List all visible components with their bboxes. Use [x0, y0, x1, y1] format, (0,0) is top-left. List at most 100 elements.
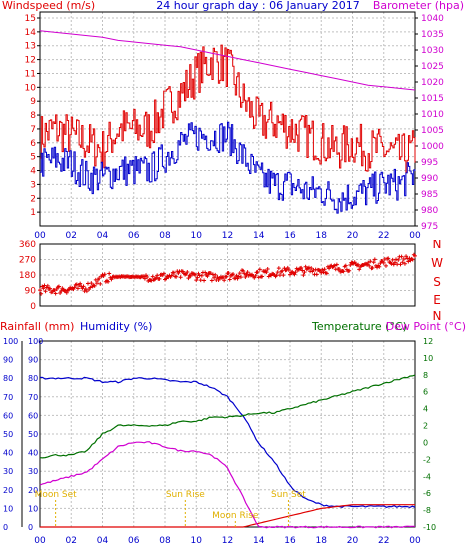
direction-point [256, 275, 261, 280]
left-tick-label: 4 [30, 167, 36, 177]
direction-point [320, 267, 325, 272]
direction-point [242, 271, 247, 276]
hour-tick-label: 04 [97, 231, 109, 240]
series-line-rainfall [40, 504, 415, 528]
rainfall-tick-label: 90 [3, 356, 13, 365]
direction-point [343, 263, 348, 268]
temp-humidity-chart: Rainfall (mm) Humidity (%) Temperature (°C… [0, 320, 466, 546]
compass-label: N [433, 309, 442, 320]
right-tick-label: 1005 [421, 126, 444, 136]
direction-points [38, 252, 417, 296]
direction-point [332, 263, 337, 268]
direction-point [394, 257, 399, 262]
event-label: Moon Rise [212, 511, 259, 521]
direction-point [303, 264, 308, 269]
humidity-tick-label: 40 [28, 449, 38, 458]
direction-point [59, 289, 64, 294]
left-tick-label: 15 [25, 14, 36, 24]
direction-point [45, 283, 50, 288]
left-tick-label: 12 [25, 56, 36, 66]
direction-point [341, 269, 346, 274]
wind-barometer-chart: Windspeed (m/s) 24 hour graph day : 06 Ja… [2, 0, 464, 240]
direction-point [142, 276, 147, 281]
direction-point [89, 281, 94, 286]
hour-tick-label: 06 [128, 231, 140, 240]
direction-point [402, 261, 407, 266]
temperature-tick-label: -8 [423, 506, 431, 515]
direction-tick-label: 180 [19, 271, 36, 281]
direction-point [381, 260, 386, 265]
left-axis-title: Windspeed (m/s) [2, 0, 95, 12]
direction-point [389, 261, 394, 266]
series-line-average [40, 121, 416, 214]
direction-point [109, 277, 114, 282]
temperature-tick-label: 4 [423, 405, 428, 414]
direction-point [322, 267, 327, 272]
direction-point [199, 273, 204, 278]
right-tick-label: 1040 [421, 14, 444, 24]
direction-point [222, 278, 227, 283]
humidity-tick-label: 20 [28, 486, 38, 495]
direction-point [88, 285, 93, 290]
direction-point [43, 289, 48, 294]
hour-tick-label: 12 [222, 231, 233, 240]
direction-point [400, 260, 405, 265]
temperature-tick-label: -4 [423, 472, 431, 481]
left-tick-label: 1 [30, 208, 36, 218]
direction-point [255, 270, 260, 275]
direction-point [226, 270, 231, 275]
direction-point [299, 265, 304, 270]
hour-tick-label: 20 [347, 536, 359, 546]
direction-point [404, 254, 409, 259]
direction-point [48, 286, 53, 291]
right-tick-label: 1000 [421, 142, 444, 152]
humidity-tick-label: 90 [28, 356, 38, 365]
right-tick-label: 995 [421, 158, 438, 168]
temperature-tick-label: 2 [423, 422, 428, 431]
direction-point [234, 273, 239, 278]
direction-point [203, 270, 208, 275]
left-tick-label: 9 [30, 97, 36, 107]
event-label: Sun Rise [166, 490, 205, 500]
hour-tick-label: 16 [284, 231, 296, 240]
direction-point [72, 285, 77, 290]
direction-point [314, 272, 319, 277]
direction-point [396, 257, 401, 262]
left-tick-label: 13 [25, 42, 36, 52]
left-tick-label: 3 [30, 180, 36, 190]
left-tick-label: 11 [25, 69, 36, 79]
hour-tick-label: 04 [97, 536, 109, 546]
right-axis-title: Barometer (hpa) [373, 0, 464, 12]
direction-tick-label: 0 [30, 302, 36, 312]
temperature-tick-label: 6 [423, 388, 428, 397]
temperature-axis-title: Temperature (°C) [311, 320, 407, 333]
series-line-barometer [39, 30, 416, 91]
humidity-tick-label: 50 [28, 430, 38, 439]
direction-point [78, 281, 83, 286]
direction-point [106, 279, 111, 284]
direction-point [257, 267, 262, 272]
direction-point [94, 281, 99, 286]
direction-point [378, 261, 383, 266]
humidity-tick-label: 80 [28, 374, 38, 383]
hour-tick-label: 18 [316, 231, 328, 240]
temperature-tick-label: -10 [423, 523, 436, 532]
direction-point [178, 275, 183, 280]
direction-point [236, 274, 241, 279]
direction-point [52, 288, 57, 293]
compass-label: N [433, 240, 442, 251]
rainfall-tick-label: 100 [3, 337, 18, 346]
left-tick-label: 14 [25, 28, 37, 38]
compass-label: W [431, 256, 443, 270]
left-tick-label: 8 [30, 111, 36, 121]
direction-point [386, 256, 391, 261]
direction-point [366, 260, 371, 265]
direction-point [401, 256, 406, 261]
right-tick-label: 1025 [421, 62, 444, 72]
rainfall-axis-title: Rainfall (mm) [0, 320, 74, 333]
hour-tick-label: 22 [378, 231, 389, 240]
hour-tick-label: 02 [66, 231, 77, 240]
direction-point [231, 272, 236, 277]
direction-point [84, 289, 89, 294]
